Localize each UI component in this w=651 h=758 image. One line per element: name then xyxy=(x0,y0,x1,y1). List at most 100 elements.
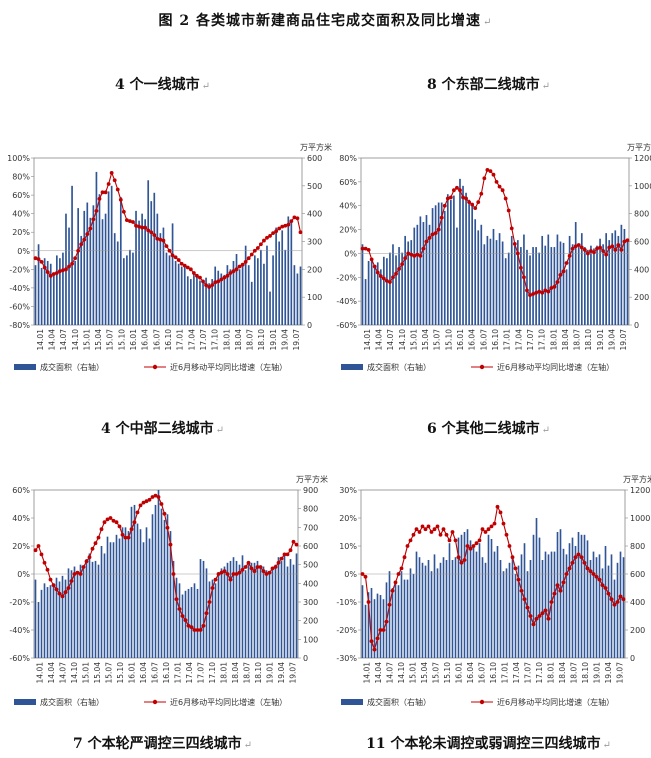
bar xyxy=(244,245,247,325)
right-tick-label: 1200 xyxy=(630,486,650,495)
series-point xyxy=(228,271,233,275)
bar xyxy=(123,258,125,325)
bar xyxy=(56,255,58,325)
bar xyxy=(428,224,431,325)
bar xyxy=(121,527,124,658)
series-point xyxy=(153,493,158,498)
bar xyxy=(199,280,201,325)
series-point xyxy=(592,250,596,255)
bar xyxy=(437,202,440,325)
bar xyxy=(419,216,422,325)
series-point xyxy=(63,590,68,595)
bar xyxy=(489,238,492,325)
bar xyxy=(451,560,454,658)
bar xyxy=(574,222,577,325)
bar xyxy=(257,258,259,325)
series-point xyxy=(555,583,560,588)
series-point xyxy=(564,572,569,576)
bar xyxy=(532,534,535,658)
series-point xyxy=(509,226,514,231)
series-point xyxy=(409,252,414,257)
series-point xyxy=(534,616,539,621)
left-tick-label: 0% xyxy=(17,247,30,256)
series-point xyxy=(149,230,154,235)
x-tick-label: 16.10 xyxy=(162,662,171,684)
legend-line-marker xyxy=(152,699,158,705)
series-point xyxy=(155,236,160,241)
series-point xyxy=(114,520,119,525)
bar xyxy=(223,566,226,658)
series-point xyxy=(54,271,59,275)
bar xyxy=(391,588,394,658)
bar xyxy=(147,180,150,325)
bar xyxy=(135,210,137,325)
series-point xyxy=(228,577,233,582)
bar xyxy=(247,265,250,325)
bar xyxy=(389,252,391,325)
bar xyxy=(376,262,379,325)
legend-line-label: 近6月移动平均同比增速（左轴） xyxy=(170,697,287,707)
bar xyxy=(150,201,153,325)
series-point xyxy=(518,265,523,270)
bar xyxy=(269,291,271,325)
series-point xyxy=(537,289,542,294)
bar xyxy=(514,574,517,658)
bar xyxy=(113,233,116,325)
bar xyxy=(583,534,586,658)
chart-panel-1: -80% -60% -40% -20% 0% 20% 40% 60% 80% 100% 0 100 20… xyxy=(7,142,332,372)
bar xyxy=(574,546,577,658)
x-tick-label: 14.01 xyxy=(363,329,372,351)
series-line xyxy=(35,171,302,288)
bar xyxy=(589,560,592,658)
bar xyxy=(256,560,259,658)
bar xyxy=(580,534,583,658)
right-tick-label: 400 xyxy=(630,598,645,607)
series-point xyxy=(124,218,129,223)
series-point xyxy=(198,275,202,280)
series-point xyxy=(66,586,71,590)
bar xyxy=(171,223,174,325)
bar xyxy=(532,247,534,325)
series-point xyxy=(189,625,194,630)
bar xyxy=(151,514,154,658)
series-point xyxy=(120,532,125,537)
bar xyxy=(46,260,49,325)
bar xyxy=(529,560,532,658)
series-point xyxy=(516,577,521,582)
bar xyxy=(610,554,613,658)
bar xyxy=(49,585,52,658)
series-point xyxy=(579,245,584,250)
left-tick-label: -60% xyxy=(336,321,357,330)
x-tick-label: 15.01 xyxy=(82,329,91,351)
left-tick-label: 20% xyxy=(339,226,357,235)
series-point xyxy=(567,566,572,571)
bar xyxy=(529,255,531,325)
bar xyxy=(401,252,403,325)
series-point xyxy=(33,256,38,261)
x-tick-label: 19.04 xyxy=(608,329,617,351)
right-tick-label: 100 xyxy=(303,635,318,644)
bar xyxy=(274,564,277,658)
series-point xyxy=(504,532,509,537)
bar xyxy=(562,242,565,325)
bar xyxy=(427,560,430,658)
bar xyxy=(550,247,553,325)
bar xyxy=(187,588,190,658)
bar xyxy=(208,581,211,658)
series-point xyxy=(128,219,132,223)
bar xyxy=(145,527,148,658)
x-tick-label: 18.01 xyxy=(222,329,231,351)
series-point xyxy=(135,510,140,515)
x-tick-label: 18.10 xyxy=(254,662,263,684)
series-point xyxy=(164,244,169,249)
series-point xyxy=(507,544,512,548)
series-point xyxy=(363,574,368,579)
plot-frame xyxy=(33,157,303,326)
series-point xyxy=(204,611,209,616)
x-tick-label: 15.07 xyxy=(432,662,441,684)
bar xyxy=(617,235,620,325)
series-point xyxy=(222,275,227,280)
left-tick-label: 30% xyxy=(339,486,357,495)
x-tick-label: 14.07 xyxy=(386,329,395,351)
